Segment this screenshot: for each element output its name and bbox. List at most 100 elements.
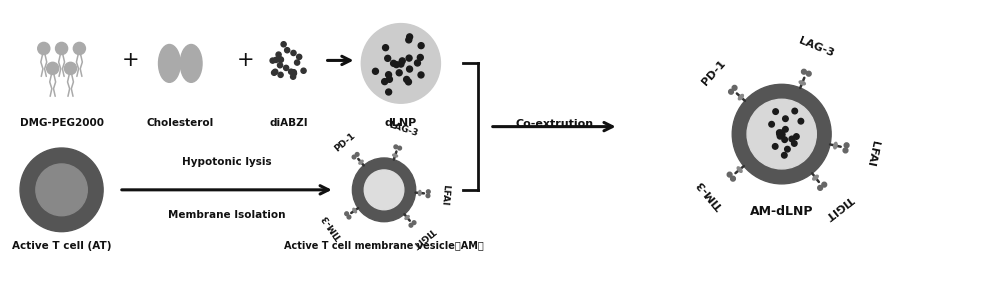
Text: Co-extrution: Co-extrution <box>515 119 593 129</box>
Text: diABZI: diABZI <box>270 118 308 128</box>
Circle shape <box>792 141 797 146</box>
Circle shape <box>270 58 275 63</box>
Circle shape <box>782 152 787 158</box>
Ellipse shape <box>834 142 837 149</box>
Circle shape <box>394 145 398 149</box>
Circle shape <box>409 223 413 227</box>
Text: LAG-3: LAG-3 <box>388 120 419 138</box>
Circle shape <box>345 212 348 216</box>
Circle shape <box>277 63 283 68</box>
Text: TIM-3: TIM-3 <box>695 178 726 211</box>
Ellipse shape <box>738 95 743 100</box>
Text: Cholesterol: Cholesterol <box>147 118 214 128</box>
Circle shape <box>779 130 784 136</box>
Circle shape <box>407 66 413 72</box>
Text: AM-dLNP: AM-dLNP <box>750 205 813 218</box>
Text: Active T cell (AT): Active T cell (AT) <box>12 241 111 251</box>
Circle shape <box>284 65 289 71</box>
Circle shape <box>20 148 103 232</box>
Circle shape <box>73 43 85 55</box>
Circle shape <box>818 185 823 190</box>
Text: LAG-3: LAG-3 <box>797 36 836 59</box>
Circle shape <box>779 132 785 138</box>
Circle shape <box>47 62 59 75</box>
Circle shape <box>398 61 404 67</box>
Ellipse shape <box>393 154 398 157</box>
Text: dLNP: dLNP <box>385 118 417 128</box>
Circle shape <box>783 116 788 121</box>
Ellipse shape <box>353 208 356 213</box>
Circle shape <box>386 76 392 82</box>
Circle shape <box>844 143 849 148</box>
Circle shape <box>769 121 774 127</box>
Circle shape <box>281 42 286 47</box>
Circle shape <box>295 60 300 65</box>
Circle shape <box>364 170 404 210</box>
Circle shape <box>383 45 389 51</box>
Circle shape <box>347 215 351 219</box>
Circle shape <box>391 60 397 66</box>
Circle shape <box>352 155 356 159</box>
Circle shape <box>382 79 388 85</box>
Circle shape <box>276 52 281 57</box>
Circle shape <box>822 182 827 187</box>
Circle shape <box>297 54 302 59</box>
Circle shape <box>64 62 77 75</box>
Circle shape <box>386 89 392 95</box>
Ellipse shape <box>799 81 805 85</box>
Text: LFAI: LFAI <box>865 140 880 167</box>
Ellipse shape <box>159 44 180 82</box>
Circle shape <box>789 136 795 142</box>
Circle shape <box>747 99 816 169</box>
Text: TIM-3: TIM-3 <box>320 212 344 241</box>
Circle shape <box>38 43 50 55</box>
Circle shape <box>802 69 806 74</box>
Circle shape <box>278 57 283 62</box>
Circle shape <box>418 72 424 78</box>
Circle shape <box>727 172 732 177</box>
Circle shape <box>779 131 785 137</box>
Circle shape <box>773 109 778 114</box>
Circle shape <box>426 194 430 198</box>
Circle shape <box>772 144 778 149</box>
Circle shape <box>272 70 277 75</box>
Circle shape <box>792 108 798 114</box>
Circle shape <box>285 48 290 53</box>
Circle shape <box>806 71 811 76</box>
Text: TIGIT: TIGIT <box>823 194 855 222</box>
Circle shape <box>406 37 412 43</box>
Circle shape <box>731 176 735 181</box>
Circle shape <box>278 57 283 62</box>
Circle shape <box>36 164 87 216</box>
Circle shape <box>782 137 787 143</box>
Circle shape <box>273 57 279 63</box>
Circle shape <box>301 68 306 73</box>
Circle shape <box>732 85 737 90</box>
Ellipse shape <box>405 216 409 219</box>
Circle shape <box>426 190 430 193</box>
Text: Hypotonic lysis: Hypotonic lysis <box>182 157 272 167</box>
Circle shape <box>399 58 405 64</box>
Circle shape <box>56 43 68 55</box>
Circle shape <box>361 24 440 103</box>
Circle shape <box>386 72 392 78</box>
Circle shape <box>407 34 413 40</box>
Text: TIGIT: TIGIT <box>410 225 437 249</box>
Circle shape <box>398 146 401 150</box>
Circle shape <box>406 55 412 61</box>
Text: Membrane Isolation: Membrane Isolation <box>168 210 286 220</box>
Circle shape <box>291 70 296 75</box>
Text: PD-1: PD-1 <box>332 131 357 154</box>
Circle shape <box>385 55 391 61</box>
Circle shape <box>843 148 848 153</box>
Circle shape <box>396 70 402 76</box>
Circle shape <box>794 134 799 139</box>
Circle shape <box>291 71 297 76</box>
Text: +: + <box>237 51 254 71</box>
Circle shape <box>777 130 782 136</box>
Circle shape <box>273 69 278 74</box>
Ellipse shape <box>180 44 202 82</box>
Circle shape <box>729 89 733 94</box>
Text: DMG-PEG2000: DMG-PEG2000 <box>20 118 104 128</box>
Circle shape <box>352 158 416 222</box>
